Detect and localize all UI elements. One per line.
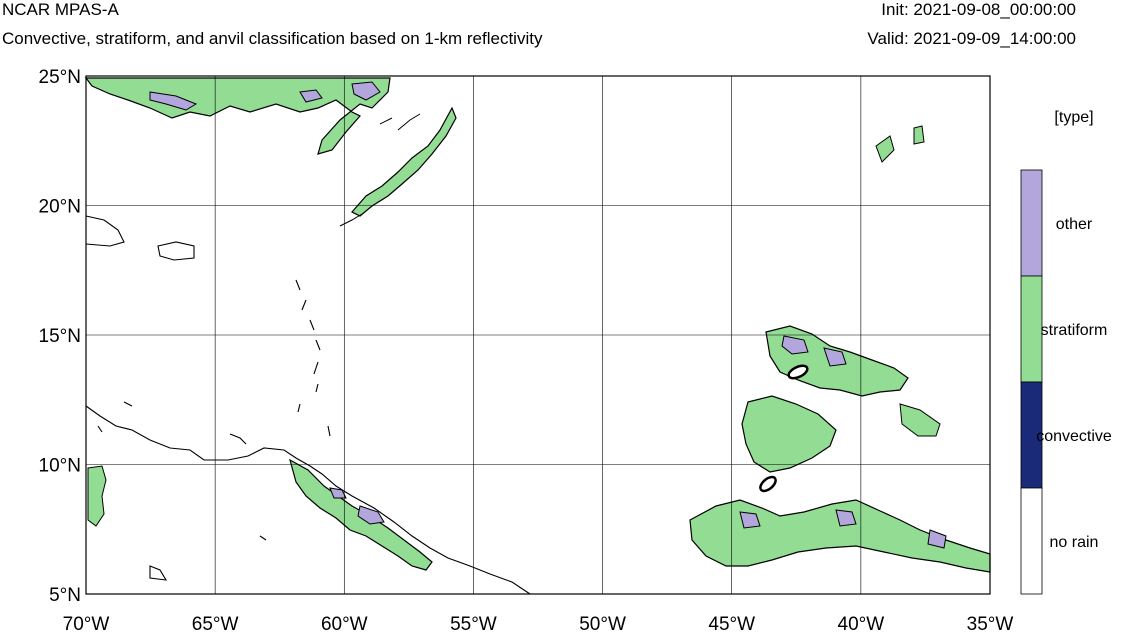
model-name: NCAR MPAS-A — [2, 0, 119, 19]
precip-region-west-edge — [87, 465, 107, 527]
precip-region-nw-other — [149, 81, 381, 111]
legend: [type] other stratiform convective no rain — [1020, 109, 1112, 595]
grid-lines — [86, 76, 990, 594]
convective-cell-2 — [759, 475, 777, 493]
precip-region-east-mid — [741, 395, 837, 473]
hispaniola-coast — [85, 215, 125, 247]
lon-tick-label: 55°W — [450, 614, 497, 635]
plot-description: Convective, stratiform, and anvil classi… — [2, 29, 543, 48]
lon-tick-label: 35°W — [967, 614, 1014, 635]
small-islands — [97, 401, 267, 581]
puerto-rico-coast — [157, 241, 195, 261]
map-frame — [85, 75, 991, 595]
legend-title: [type] — [1054, 109, 1093, 126]
precip-field — [84, 77, 991, 573]
lesser-antilles — [295, 279, 331, 437]
precip-region-east-north-extra — [875, 125, 925, 163]
south-america-coast — [85, 405, 531, 595]
lat-tick-label: 25°N — [39, 67, 81, 88]
precip-band-ne — [351, 106, 457, 217]
init-time: Init: 2021-09-08_00:00:00 — [881, 0, 1076, 19]
lon-tick-label: 40°W — [838, 614, 885, 635]
convective-cell-1 — [787, 364, 809, 380]
lat-tick-label: 20°N — [39, 197, 81, 218]
lat-tick-label: 15°N — [39, 326, 81, 347]
valid-time: Valid: 2021-09-09_14:00:00 — [867, 29, 1076, 48]
lat-tick-label: 5°N — [49, 585, 81, 606]
lon-tick-label: 60°W — [321, 614, 368, 635]
legend-label: convective — [1036, 428, 1112, 445]
precip-region-east-north-other — [781, 335, 847, 367]
legend-label: no rain — [1050, 534, 1099, 551]
precip-region-east-south-other — [739, 509, 947, 549]
lat-tick-label: 10°N — [39, 456, 81, 477]
legend-swatch — [1020, 487, 1043, 595]
precip-region-caribbean-other — [329, 487, 385, 525]
lon-tick-label: 50°W — [579, 614, 626, 635]
precip-region-east-mid-2 — [899, 403, 941, 437]
axis-ticks: 70°W 65°W 60°W 55°W 50°W 45°W 40°W 35°W 5°N 10°N 1… — [39, 67, 1014, 635]
lon-tick-label: 65°W — [192, 614, 239, 635]
legend-swatch — [1020, 275, 1043, 383]
legend-label: other — [1056, 216, 1093, 233]
coastlines — [85, 215, 531, 595]
lon-tick-label: 45°W — [708, 614, 755, 635]
legend-swatch — [1020, 169, 1043, 277]
legend-label: stratiform — [1041, 322, 1108, 339]
lon-tick-label: 70°W — [63, 614, 110, 635]
